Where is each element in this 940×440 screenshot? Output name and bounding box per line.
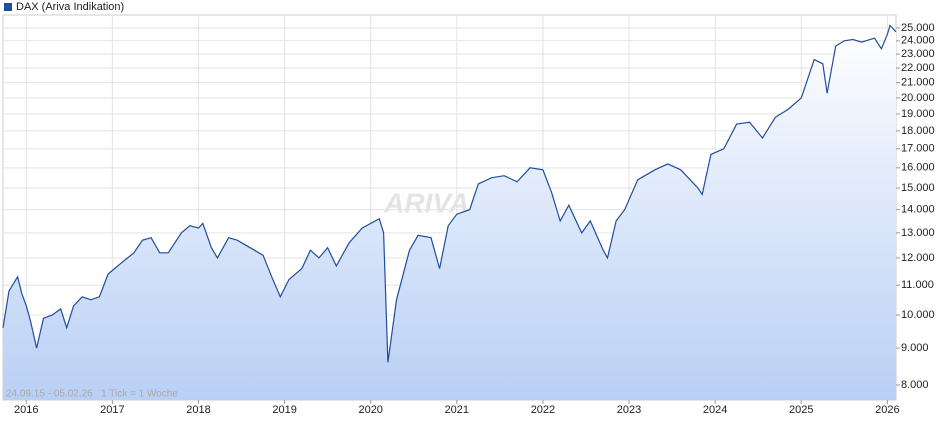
x-tick-label: 2026 <box>875 404 899 416</box>
y-tick-label: 8.000 <box>901 379 929 391</box>
y-tick-label: 10.000 <box>901 309 935 321</box>
y-tick-label: 20.000 <box>901 92 935 104</box>
y-tick-label: 15.000 <box>901 182 935 194</box>
y-tick-label: 13.000 <box>901 227 935 239</box>
y-tick-label: 23.000 <box>901 48 935 60</box>
line <box>2 24 897 363</box>
x-tick-label: 2023 <box>617 404 641 416</box>
x-tick-label: 2019 <box>272 404 296 416</box>
y-tick-label: 17.000 <box>901 143 935 155</box>
legend-label: DAX (Ariva Indikation) <box>16 1 124 13</box>
y-tick-label: 19.000 <box>901 108 935 120</box>
x-tick-label: 2018 <box>186 404 210 416</box>
x-tick-label: 2024 <box>703 404 727 416</box>
y-tick-label: 11.000 <box>901 279 934 291</box>
footnote: 24.09.15 - 05.02.26 1 Tick = 1 Woche <box>6 389 178 400</box>
y-tick-label: 22.000 <box>901 62 935 74</box>
y-tick-label: 16.000 <box>901 162 935 174</box>
y-tick-label: 9.000 <box>901 342 929 354</box>
y-tick-label: 14.000 <box>901 204 935 216</box>
y-tick-label: 21.000 <box>901 77 935 89</box>
x-tick-label: 2017 <box>100 404 124 416</box>
x-tick-label: 2020 <box>358 404 382 416</box>
y-tick-label: 18.000 <box>901 125 935 137</box>
area-fill <box>3 25 896 400</box>
y-tick-label: 25.000 <box>901 22 935 34</box>
x-tick-label: 2025 <box>789 404 813 416</box>
x-tick-label: 2022 <box>531 404 555 416</box>
x-tick-label: 2021 <box>445 404 469 416</box>
legend-swatch <box>4 3 12 11</box>
x-tick-label: 2016 <box>14 404 38 416</box>
y-tick-label: 12.000 <box>901 252 935 264</box>
y-tick-label: 24.000 <box>901 35 935 47</box>
